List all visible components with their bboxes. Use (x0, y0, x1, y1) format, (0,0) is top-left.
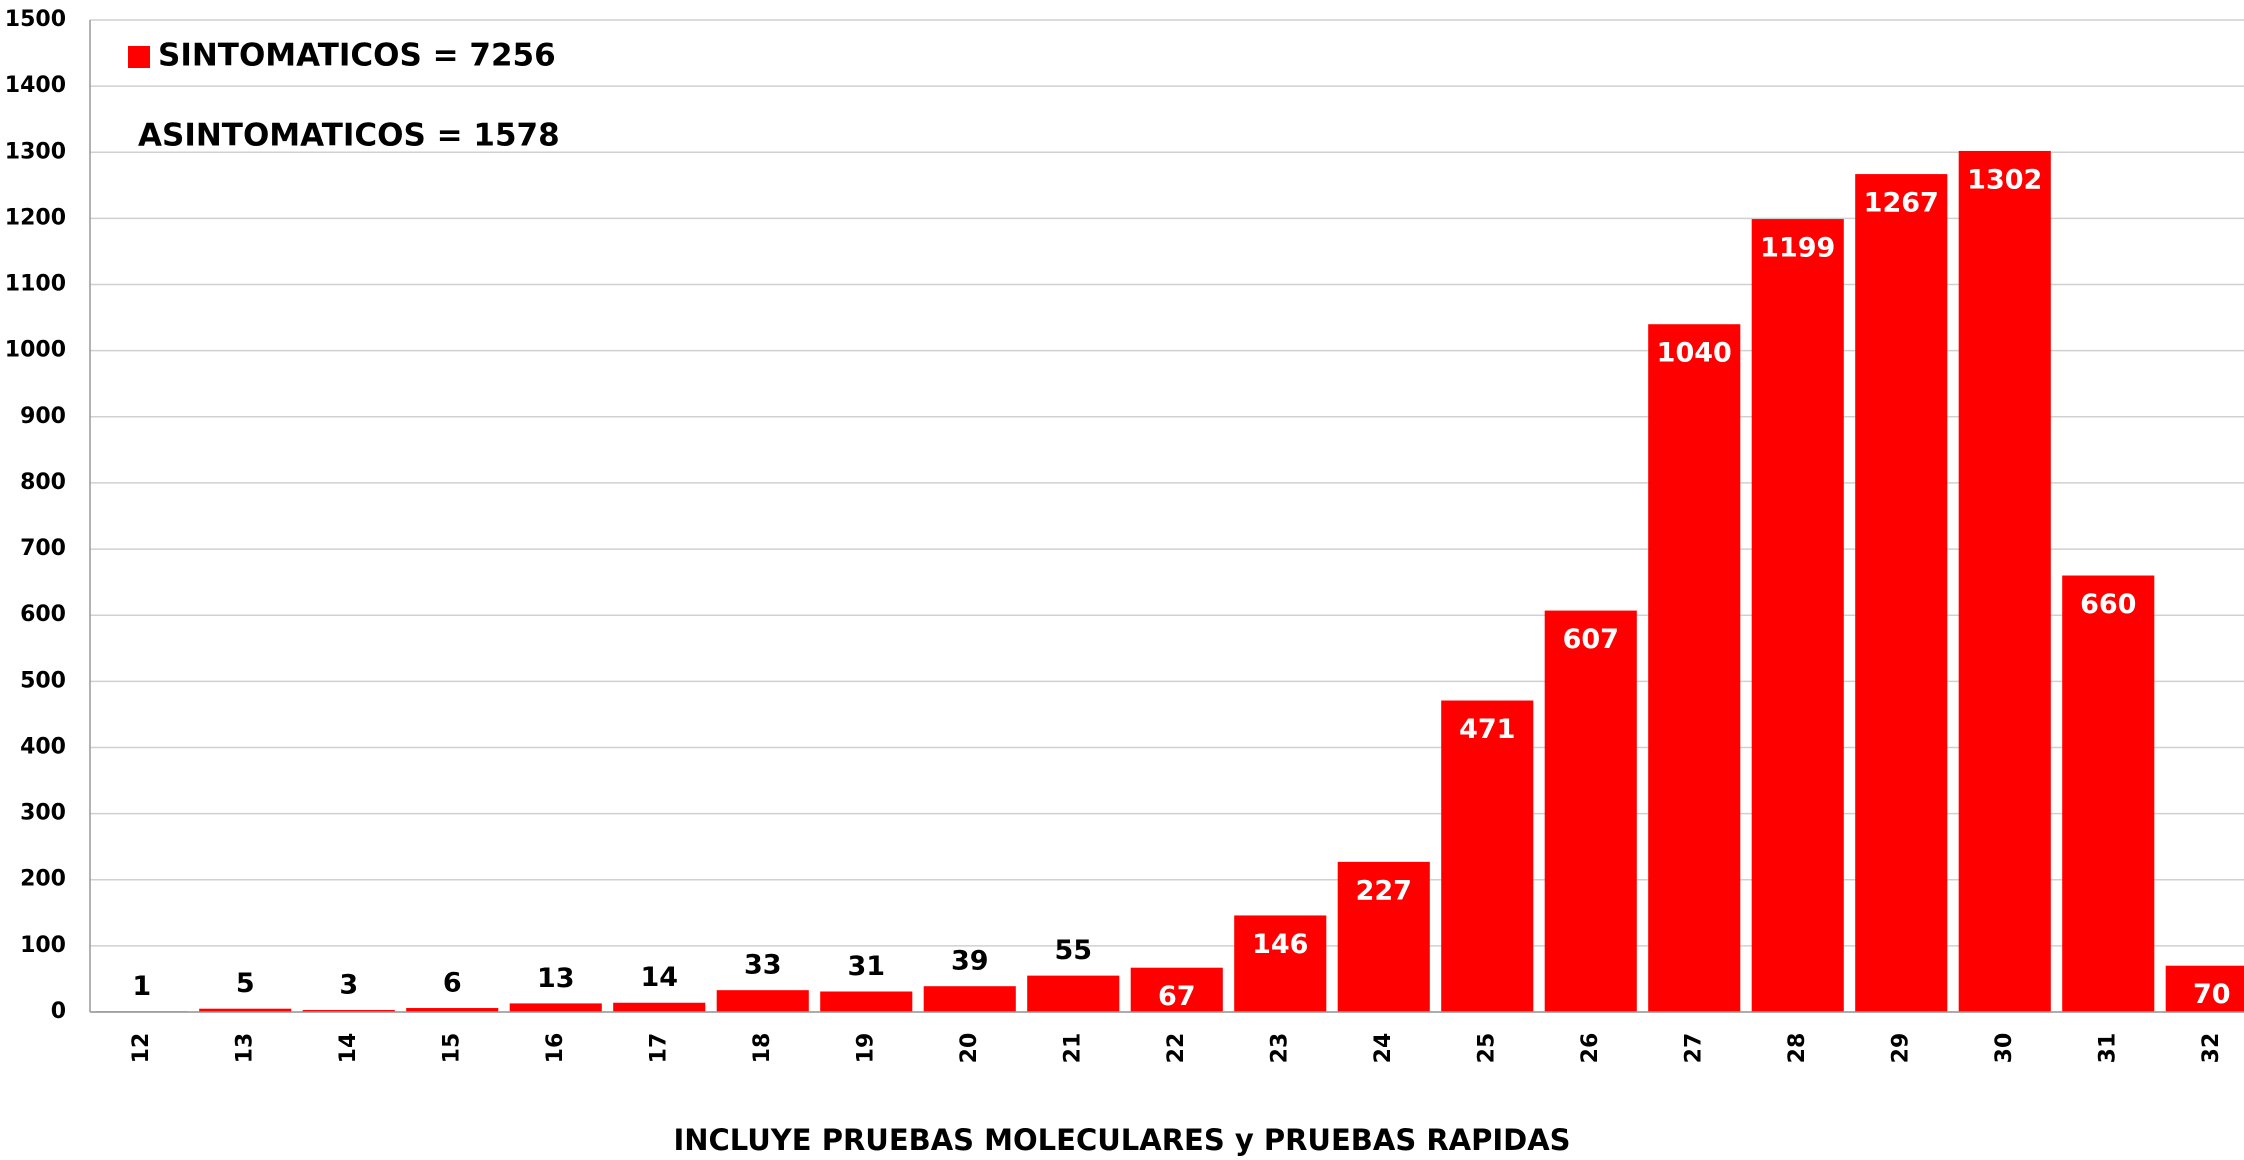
y-tick-label: 900 (20, 404, 66, 429)
bar (923, 986, 1016, 1012)
x-tick-label: 18 (750, 1033, 775, 1064)
y-tick-label: 1400 (5, 73, 66, 98)
bar (1441, 700, 1534, 1012)
x-axis-label: INCLUYE PRUEBAS MOLECULARES y PRUEBAS RA… (673, 1123, 1570, 1157)
bar (716, 990, 809, 1012)
bar (1958, 150, 2051, 1013)
x-tick-label: 29 (1888, 1033, 1913, 1064)
x-tick-label: 26 (1578, 1033, 1603, 1064)
value-label: 14 (640, 962, 678, 993)
value-label: 70 (2193, 979, 2231, 1010)
value-label: 471 (1459, 714, 1515, 745)
x-tick-label: 32 (2199, 1033, 2224, 1064)
value-label: 660 (2080, 589, 2136, 620)
x-tick-label: 14 (336, 1033, 361, 1064)
y-tick-label: 0 (51, 999, 66, 1024)
value-label: 13 (537, 963, 575, 994)
x-tick-label: 21 (1060, 1033, 1085, 1064)
bar (199, 1008, 292, 1012)
value-label: 55 (1054, 935, 1092, 966)
legend-label: SINTOMATICOS = 7256 (158, 38, 556, 74)
x-tick-label: 28 (1785, 1033, 1810, 1064)
y-tick-label: 1100 (5, 272, 66, 297)
x-tick-label: 27 (1681, 1033, 1706, 1064)
y-tick-label: 400 (20, 734, 66, 759)
x-tick-label: 20 (957, 1033, 982, 1064)
y-tick-label: 600 (20, 602, 66, 627)
value-label: 1267 (1864, 188, 1939, 219)
bar (509, 1003, 602, 1012)
x-tick-label: 12 (129, 1033, 154, 1064)
x-tick-label: 23 (1267, 1033, 1292, 1064)
x-tick-label: 19 (853, 1033, 878, 1064)
y-tick-label: 100 (20, 933, 66, 958)
y-tick-label: 200 (20, 867, 66, 892)
x-tick-label: 30 (1992, 1033, 2017, 1064)
y-tick-label: 1300 (5, 139, 66, 164)
value-label: 227 (1356, 875, 1412, 906)
bar (1027, 975, 1120, 1012)
legend-swatch (128, 46, 150, 68)
annotation: ASINTOMATICOS = 1578 (138, 118, 560, 154)
y-tick-label: 500 (20, 668, 66, 693)
bar (2165, 965, 2244, 1012)
y-tick-label: 1200 (5, 205, 66, 230)
value-label: 146 (1252, 929, 1308, 960)
bar (1855, 174, 1948, 1012)
bar (613, 1002, 706, 1012)
bar (1544, 610, 1637, 1012)
value-label: 1302 (1967, 164, 2042, 195)
value-label: 1040 (1657, 338, 1732, 369)
value-label: 6 (443, 968, 462, 999)
bar (1751, 219, 1844, 1012)
x-tick-label: 25 (1474, 1033, 1499, 1064)
bar (1130, 967, 1223, 1012)
bar (1337, 861, 1430, 1012)
x-tick-label: 13 (232, 1033, 257, 1064)
x-tick-label: 22 (1164, 1033, 1189, 1064)
x-tick-label: 17 (646, 1033, 671, 1064)
bar (1234, 915, 1327, 1012)
bar (820, 991, 913, 1012)
value-label: 39 (951, 946, 989, 977)
value-label: 1199 (1760, 233, 1835, 264)
x-tick-label: 16 (543, 1033, 568, 1064)
y-tick-label: 800 (20, 470, 66, 495)
x-tick-label: 24 (1371, 1033, 1396, 1064)
y-tick-label: 300 (20, 801, 66, 826)
value-label: 33 (744, 950, 782, 981)
x-tick-label: 15 (439, 1033, 464, 1064)
y-tick-label: 700 (20, 536, 66, 561)
value-label: 31 (847, 951, 885, 982)
value-label: 5 (236, 968, 255, 999)
y-tick-label: 1500 (5, 7, 66, 32)
value-label: 607 (1563, 624, 1619, 655)
bar (1648, 324, 1741, 1012)
value-label: 67 (1158, 981, 1196, 1012)
x-tick-label: 31 (2095, 1033, 2120, 1064)
bar (302, 1010, 395, 1012)
bar (2062, 575, 2155, 1012)
value-label: 3 (339, 970, 358, 1001)
bar (406, 1008, 499, 1012)
value-label: 1 (132, 971, 151, 1002)
y-tick-label: 1000 (5, 338, 66, 363)
